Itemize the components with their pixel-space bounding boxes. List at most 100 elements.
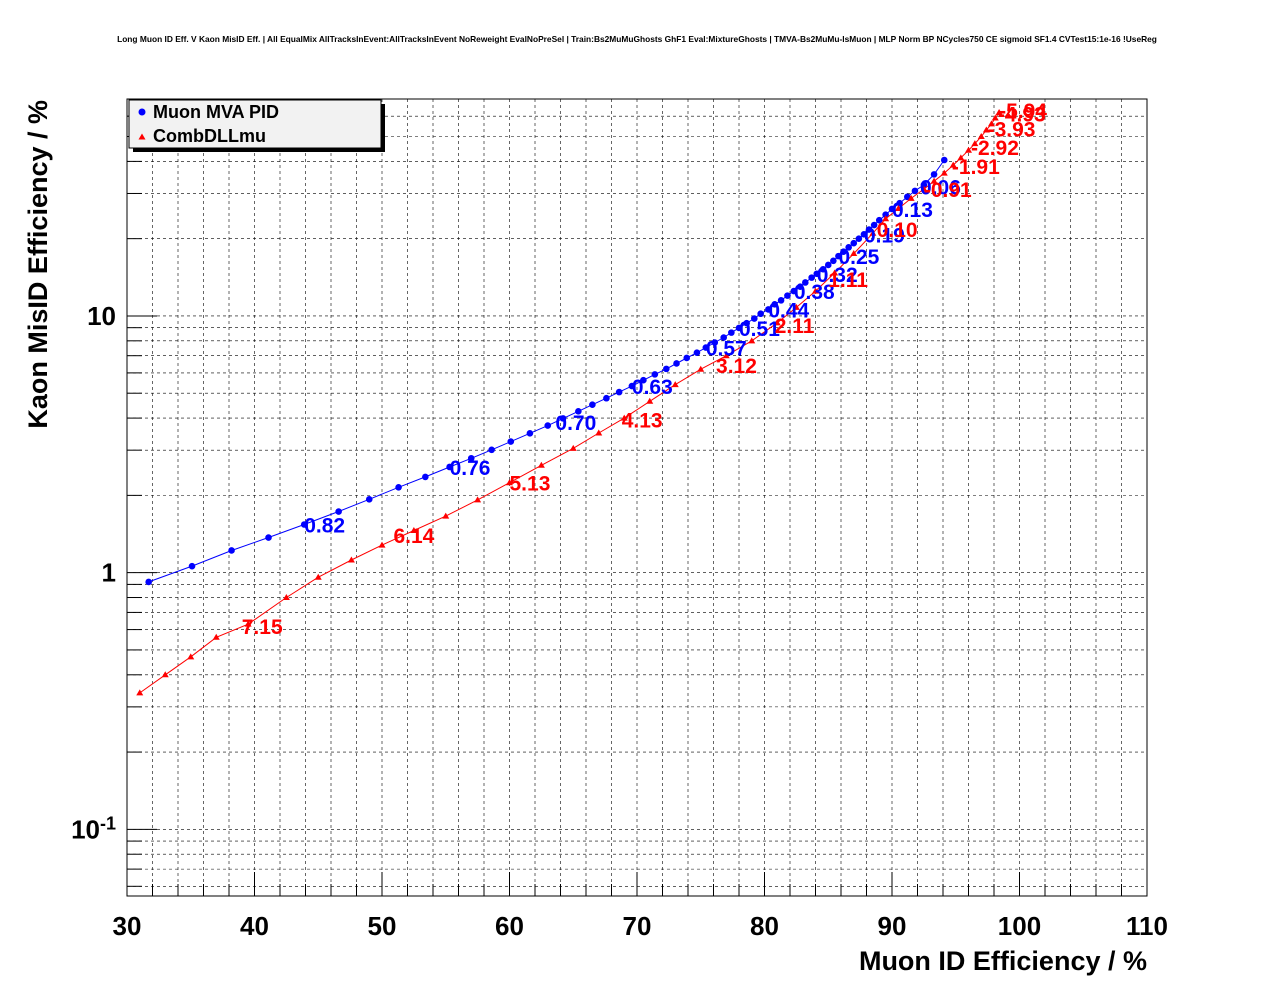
data-point-muon-mva-pid [855, 235, 863, 242]
data-point-combdllmu [957, 154, 965, 161]
data-point-muon-mva-pid [757, 310, 764, 318]
data-point-combdllmu [930, 177, 938, 184]
cut-label-muon-mva-pid: 0.76 [450, 457, 491, 480]
data-point-muon-mva-pid [920, 181, 928, 189]
data-point-combdllmu [831, 269, 839, 276]
data-point-combdllmu [537, 461, 545, 468]
data-point-combdllmu [569, 444, 577, 451]
cut-label-combdllmu: 7.15 [242, 616, 283, 639]
cut-label-combdllmu: -1.91 [952, 156, 1000, 179]
x-tick-label: 90 [878, 911, 907, 941]
data-point-muon-mva-pid [507, 438, 515, 445]
chart-title: Long Muon ID Eff. V Kaon MisID Eff. | Al… [117, 34, 1157, 44]
y-axis-title: Kaon MisID Efficiency / % [23, 100, 53, 429]
cut-label-muon-mva-pid: 0.13 [892, 199, 933, 222]
data-point-muon-mva-pid [467, 454, 475, 462]
data-point-combdllmu [949, 161, 957, 168]
data-point-combdllmu [965, 146, 972, 153]
data-point-muon-mva-pid [365, 496, 373, 503]
data-point-muon-mva-pid [488, 446, 495, 454]
data-point-combdllmu [987, 120, 995, 127]
data-point-muon-mva-pid [335, 508, 342, 515]
y-tick-label: 10-1 [71, 813, 116, 844]
data-point-muon-mva-pid [663, 365, 670, 373]
data-point-combdllmu [907, 194, 915, 201]
data-point-muon-mva-pid [544, 422, 552, 429]
data-point-combdllmu [378, 541, 386, 548]
data-point-muon-mva-pid [640, 376, 647, 384]
data-point-combdllmu [244, 620, 252, 627]
x-tick-label: 40 [240, 911, 269, 941]
data-point-combdllmu [506, 479, 513, 486]
data-point-combdllmu [850, 250, 858, 257]
x-tick-label: 80 [750, 911, 779, 941]
cut-label-combdllmu: 0.10 [877, 219, 918, 242]
data-point-muon-mva-pid [446, 463, 453, 471]
cut-label-muon-mva-pid: 0.25 [838, 246, 879, 269]
data-point-muon-mva-pid [743, 319, 750, 327]
data-point-combdllmu [646, 397, 654, 404]
data-point-combdllmu [882, 215, 890, 222]
data-point-combdllmu [982, 126, 990, 133]
data-point-combdllmu [697, 365, 705, 372]
data-point-muon-mva-pid [711, 339, 719, 346]
data-point-combdllmu [792, 303, 800, 310]
cut-label-combdllmu: 5.13 [510, 473, 551, 496]
cut-label-muon-mva-pid: 0.19 [864, 224, 905, 247]
data-point-muon-mva-pid [870, 221, 878, 229]
data-point-muon-mva-pid [835, 252, 842, 260]
data-point-muon-mva-pid [896, 199, 903, 207]
data-point-muon-mva-pid [728, 329, 735, 336]
data-point-combdllmu [991, 114, 999, 121]
data-point-combdllmu [212, 633, 220, 640]
data-point-muon-mva-pid [904, 193, 911, 201]
x-axis-title: Muon ID Efficiency / % [859, 946, 1147, 976]
data-point-combdllmu [282, 594, 290, 601]
cut-label-combdllmu: -3.93 [988, 118, 1036, 141]
data-point-muon-mva-pid [940, 156, 948, 164]
x-tick-label: 110 [1126, 911, 1168, 941]
data-point-muon-mva-pid [188, 562, 196, 570]
cut-label-combdllmu: -5.94 [999, 100, 1047, 123]
data-point-muon-mva-pid [911, 187, 919, 195]
data-point-muon-mva-pid [751, 315, 758, 322]
data-point-muon-mva-pid [882, 211, 889, 218]
cut-value-labels: 0.82 0.76 0.70 0.63 0.570.510.440.380.320.25… [242, 100, 1048, 639]
data-point-combdllmu [894, 205, 902, 212]
legend-label-combdllmu: CombDLLmu [153, 126, 266, 146]
data-point-combdllmu [971, 140, 979, 147]
x-tick-label: 60 [495, 911, 524, 941]
data-point-muon-mva-pid [888, 205, 896, 213]
data-point-combdllmu [671, 381, 679, 388]
data-point-combdllmu [995, 109, 1003, 116]
cut-label-muon-mva-pid: 0.63 [632, 376, 673, 399]
data-point-muon-mva-pid [840, 248, 847, 255]
data-point-combdllmu [722, 352, 730, 359]
data-point-muon-mva-pid [865, 226, 873, 233]
data-point-combdllmu [977, 133, 985, 140]
data-point-combdllmu [869, 229, 877, 236]
data-point-combdllmu [347, 556, 355, 563]
data-point-muon-mva-pid [615, 388, 623, 396]
data-point-muon-mva-pid [395, 484, 402, 491]
data-point-muon-mva-pid [228, 547, 235, 554]
data-point-muon-mva-pid [845, 244, 852, 251]
data-point-combdllmu [136, 689, 144, 696]
data-point-muon-mva-pid [422, 473, 429, 481]
data-point-combdllmu [474, 496, 482, 503]
x-tick-label: 100 [998, 911, 1041, 941]
cut-label-muon-mva-pid: 0.44 [768, 299, 809, 322]
data-point-muon-mva-pid [575, 408, 582, 415]
legend-box [128, 99, 382, 149]
data-point-muon-mva-pid [813, 270, 821, 278]
data-point-muon-mva-pid [735, 324, 743, 332]
data-point-muon-mva-pid [559, 415, 567, 422]
data-point-muon-mva-pid [777, 297, 785, 304]
cut-label-combdllmu: -2.92 [971, 137, 1019, 160]
data-point-muon-mva-pid [300, 521, 308, 528]
data-point-combdllmu [314, 573, 322, 580]
cut-label-muon-mva-pid: 0.57 [706, 338, 747, 361]
cut-label-muon-mva-pid: 0.32 [817, 264, 858, 287]
data-point-combdllmu [410, 526, 418, 533]
data-point-combdllmu [595, 429, 603, 436]
